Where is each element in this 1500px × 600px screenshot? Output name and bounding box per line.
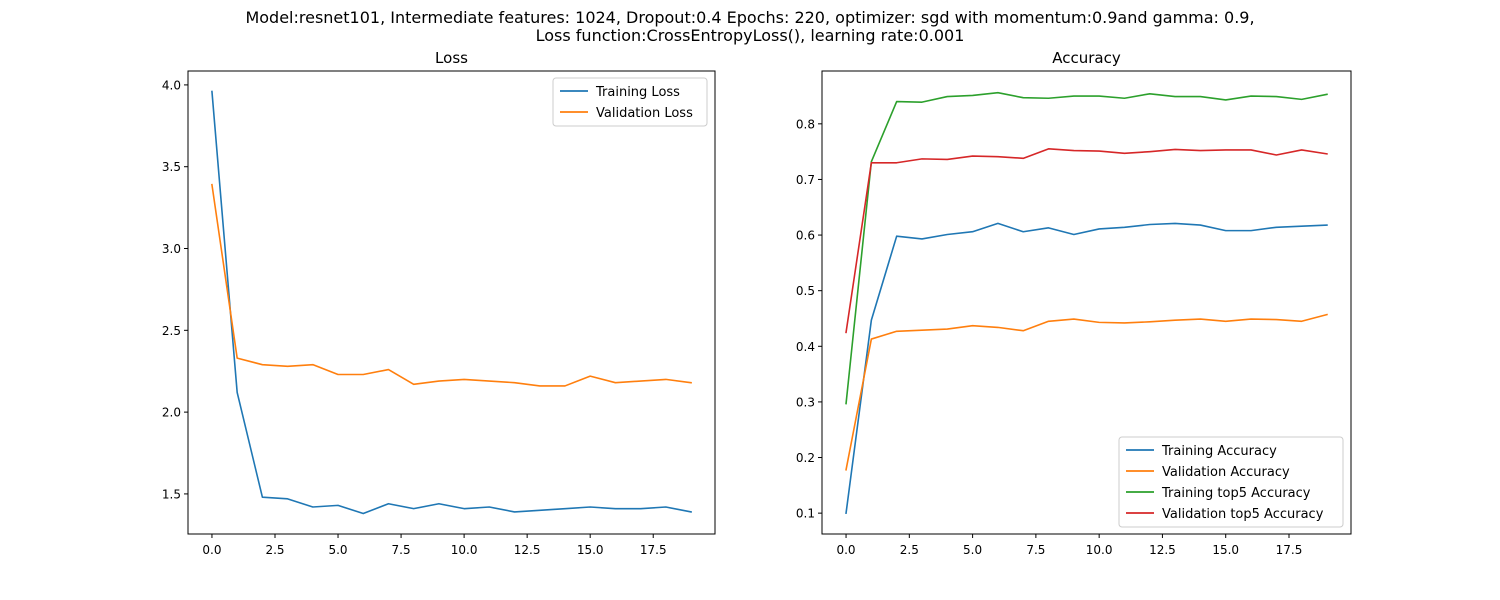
y-tick-label: 0.8 [796, 117, 815, 131]
y-tick-label: 3.0 [162, 242, 181, 256]
chart-title: Loss [435, 49, 468, 67]
series-line [845, 148, 1328, 334]
y-tick-label: 2.5 [162, 324, 181, 338]
x-tick-label: 17.5 [1276, 543, 1303, 557]
x-tick-label: 0.0 [202, 543, 221, 557]
x-tick-label: 2.5 [265, 543, 284, 557]
chart-1: Loss 0.0 2.5 5.0 7.5 10.0 12.5 15.0 17.5 1.5 2.0 2.… [162, 49, 716, 557]
y-tick-label: 0.3 [796, 395, 815, 409]
x-tick-label: 12.5 [1149, 543, 1176, 557]
x-tick-label: 15.0 [577, 543, 604, 557]
chart-title: Accuracy [1052, 49, 1121, 67]
y-tick-label: 0.5 [796, 284, 815, 298]
x-tick-label: 7.5 [1026, 543, 1045, 557]
legend-box [1118, 436, 1344, 528]
legend-entry: Training top5 Accuracy [1161, 486, 1311, 501]
legend-entry: Validation top5 Accuracy [1162, 507, 1324, 522]
plot-frame [821, 70, 1352, 535]
suptitle-line-2: Loss function:CrossEntropyLoss(), learni… [535, 26, 965, 45]
y-tick-label: 0.6 [796, 229, 815, 243]
x-tick-label: 12.5 [514, 543, 541, 557]
figure-suptitle: Model:resnet101, Intermediate features: … [0, 9, 1500, 45]
series-line [211, 90, 692, 515]
legend: Training Accuracy Validation Accuracy Trai… [1118, 436, 1344, 528]
series-line [211, 183, 692, 387]
y-tick-label: 3.5 [162, 160, 181, 174]
legend-entry: Validation Loss [596, 106, 693, 121]
legend-entry: Training Accuracy [1161, 444, 1277, 459]
chart-2: Accuracy 0.0 2.5 5.0 7.5 10.0 12.5 15.0 17.5 0.1 0… [796, 49, 1352, 557]
series-line [845, 313, 1328, 471]
y-tick-label: 4.0 [162, 78, 181, 92]
legend-box [552, 77, 708, 127]
legend-entry: Validation Accuracy [1162, 465, 1290, 480]
plot-frame [187, 70, 716, 535]
y-tick-label: 1.5 [162, 487, 181, 501]
x-tick-label: 17.5 [640, 543, 667, 557]
y-tick-label: 0.1 [796, 507, 815, 521]
x-tick-label: 2.5 [900, 543, 919, 557]
x-tick-label: 10.0 [451, 543, 478, 557]
legend-entry: Training Loss [595, 85, 680, 100]
y-tick-label: 2.0 [162, 406, 181, 420]
x-tick-label: 0.0 [836, 543, 855, 557]
y-tick-label: 0.7 [796, 173, 815, 187]
legend: Training Loss Validation Loss [552, 77, 708, 127]
x-tick-label: 7.5 [392, 543, 411, 557]
x-tick-label: 5.0 [328, 543, 347, 557]
y-tick-label: 0.4 [796, 340, 815, 354]
y-tick-label: 0.2 [796, 451, 815, 465]
suptitle-line-1: Model:resnet101, Intermediate features: … [245, 8, 1255, 27]
x-tick-label: 5.0 [963, 543, 982, 557]
x-tick-label: 15.0 [1212, 543, 1239, 557]
series-line [845, 91, 1328, 405]
series-line [845, 222, 1328, 515]
x-tick-label: 10.0 [1086, 543, 1113, 557]
